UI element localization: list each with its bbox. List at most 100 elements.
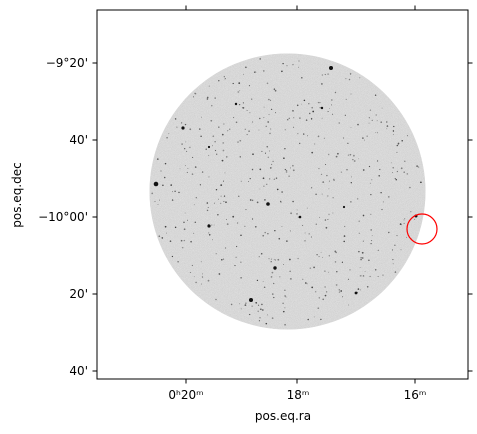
star [281, 191, 283, 193]
star [226, 218, 227, 220]
star [181, 143, 183, 145]
star [218, 126, 220, 128]
star [266, 314, 268, 316]
star [322, 298, 325, 301]
star [263, 117, 265, 119]
star [328, 180, 330, 182]
star [341, 296, 344, 298]
star [184, 123, 187, 126]
x-tick-label: 16ᵐ [404, 388, 427, 402]
star [200, 261, 202, 263]
star [301, 77, 303, 79]
star [191, 264, 193, 266]
star [212, 145, 213, 147]
star [270, 258, 272, 260]
star [224, 247, 227, 249]
star [414, 218, 416, 220]
star [270, 276, 273, 278]
star [331, 104, 333, 106]
star [377, 249, 379, 251]
star [328, 213, 330, 215]
x-tick-label: 0ʰ20ᵐ [168, 388, 203, 402]
plot-frame [96, 9, 469, 380]
star [258, 320, 260, 322]
star [382, 201, 384, 203]
star [347, 304, 350, 306]
star [226, 223, 229, 226]
star [268, 114, 270, 115]
star [251, 199, 254, 202]
star [208, 85, 210, 87]
star [224, 172, 226, 174]
star [299, 117, 301, 119]
star [328, 153, 330, 156]
star [223, 123, 225, 125]
star [362, 214, 365, 217]
star [386, 128, 388, 130]
star [396, 170, 399, 173]
star [285, 169, 288, 172]
star [269, 99, 272, 102]
star [161, 237, 164, 239]
star [325, 164, 327, 165]
star [350, 182, 352, 184]
star [273, 259, 275, 261]
star [154, 201, 156, 202]
star [242, 73, 244, 75]
star [324, 286, 326, 288]
star [317, 307, 320, 310]
star [283, 263, 285, 265]
star [179, 168, 181, 170]
star [214, 97, 216, 99]
star [303, 133, 305, 135]
star [289, 230, 291, 232]
star [376, 120, 378, 122]
star [174, 190, 176, 192]
star [207, 224, 211, 228]
star [186, 171, 188, 173]
star [318, 297, 321, 299]
star [319, 216, 321, 218]
star [223, 195, 226, 197]
star [370, 213, 372, 215]
star [193, 96, 195, 98]
y-tick-label: −9°20' [46, 56, 88, 70]
star [326, 174, 328, 177]
star [257, 304, 260, 306]
star [361, 257, 364, 259]
star [162, 184, 164, 187]
star [306, 207, 308, 209]
star [284, 307, 286, 309]
star [293, 117, 295, 119]
star [296, 209, 298, 211]
star [186, 219, 189, 221]
star [285, 171, 288, 173]
star [239, 90, 241, 92]
star [304, 232, 306, 234]
star [278, 237, 281, 240]
star [207, 279, 210, 282]
star [381, 107, 383, 109]
star [222, 142, 225, 144]
star [215, 298, 217, 301]
star [361, 251, 364, 254]
star [267, 156, 269, 158]
star [387, 196, 390, 198]
star [261, 150, 263, 152]
star [359, 266, 361, 268]
star [314, 143, 316, 145]
star [240, 180, 242, 182]
star [248, 85, 250, 87]
star [307, 318, 310, 321]
red-circle-marker [406, 213, 438, 245]
star [212, 239, 213, 241]
star [242, 102, 245, 104]
star [298, 66, 300, 68]
star [259, 58, 261, 60]
star [216, 153, 218, 155]
star [338, 291, 341, 293]
y-axis-label: pos.eq.dec [10, 162, 24, 227]
star [158, 199, 161, 201]
star [374, 269, 377, 271]
